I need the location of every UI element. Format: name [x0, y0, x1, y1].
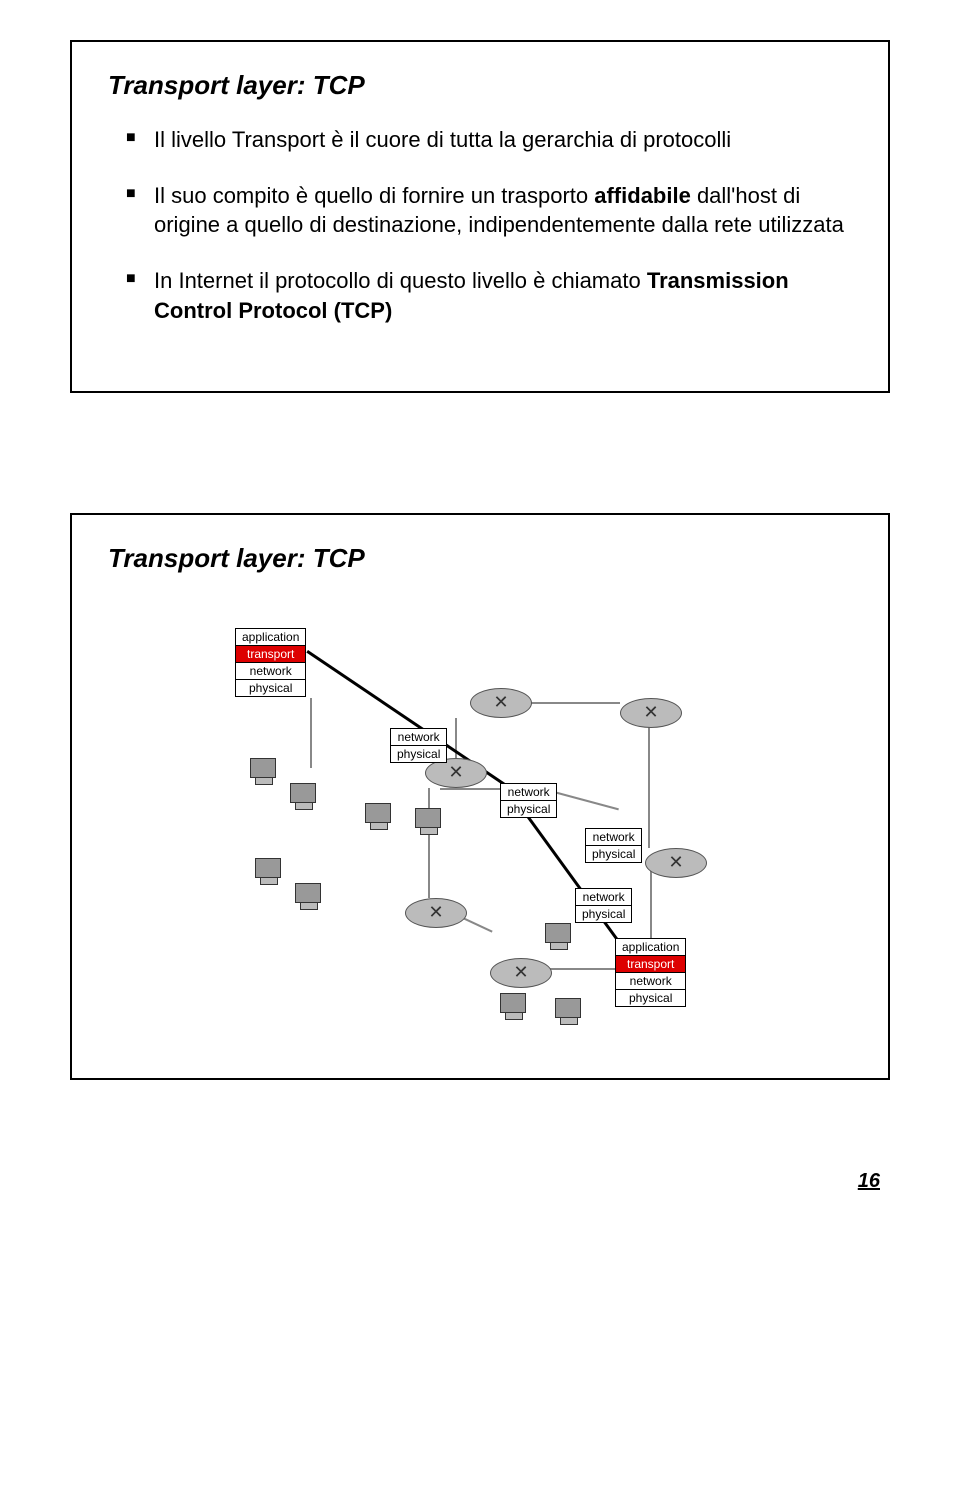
layer-label: physical [616, 990, 685, 1006]
network-diagram: application transport network physical n… [180, 598, 780, 1018]
slide-tcp-diagram: Transport layer: TCP [70, 513, 890, 1080]
host-icon [255, 858, 281, 878]
layer-label: physical [391, 746, 446, 762]
protocol-stack-router: network physical [390, 728, 447, 763]
router-icon [620, 698, 682, 728]
host-icon [290, 783, 316, 803]
layer-label: application [616, 939, 685, 956]
layer-label: physical [501, 801, 556, 817]
router-icon [470, 688, 532, 718]
layer-label: network [236, 663, 305, 680]
slide1-bullet-list: Il livello Transport è il cuore di tutta… [108, 125, 852, 325]
layer-label: network [391, 729, 446, 746]
slide1-bullet-3: In Internet il protocollo di questo live… [126, 266, 852, 325]
net-link [428, 788, 430, 898]
host-icon [250, 758, 276, 778]
host-icon [415, 808, 441, 828]
net-link [648, 718, 650, 848]
layer-label: network [576, 889, 631, 906]
slide1-b2-pre: Il suo compito è quello di fornire un tr… [154, 183, 594, 208]
protocol-stack-router: network physical [575, 888, 632, 923]
host-icon [295, 883, 321, 903]
host-icon [555, 998, 581, 1018]
host-icon [365, 803, 391, 823]
slide1-b2-bold: affidabile [594, 183, 691, 208]
slide2-title: Transport layer: TCP [108, 543, 852, 574]
protocol-stack-source: application transport network physical [235, 628, 306, 697]
slide1-bullet-2: Il suo compito è quello di fornire un tr… [126, 181, 852, 240]
host-icon [545, 923, 571, 943]
layer-label: physical [586, 846, 641, 862]
protocol-stack-router: network physical [500, 783, 557, 818]
slide1-title: Transport layer: TCP [108, 70, 852, 101]
net-link [310, 698, 312, 768]
slide-tcp-text: Transport layer: TCP Il livello Transpor… [70, 40, 890, 393]
layer-label: application [236, 629, 305, 646]
slide1-bullet-1: Il livello Transport è il cuore di tutta… [126, 125, 852, 155]
slide1-b1-text: Il livello Transport è il cuore di tutta… [154, 127, 731, 152]
router-icon [405, 898, 467, 928]
slide1-b3-pre: In Internet il protocollo di questo live… [154, 268, 647, 293]
router-icon [490, 958, 552, 988]
layer-label: network [616, 973, 685, 990]
layer-label: physical [576, 906, 631, 922]
protocol-stack-dest: application transport network physical [615, 938, 686, 1007]
net-link [440, 788, 500, 790]
net-link [650, 868, 652, 938]
layer-label: physical [236, 680, 305, 696]
protocol-stack-router: network physical [585, 828, 642, 863]
host-icon [500, 993, 526, 1013]
router-icon [645, 848, 707, 878]
layer-label-highlight: transport [616, 956, 685, 973]
layer-label-highlight: transport [236, 646, 305, 663]
page-number: 16 [70, 1170, 890, 1193]
layer-label: network [586, 829, 641, 846]
layer-label: network [501, 784, 556, 801]
